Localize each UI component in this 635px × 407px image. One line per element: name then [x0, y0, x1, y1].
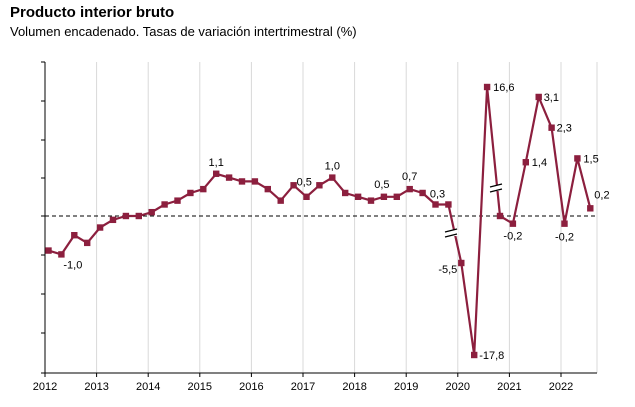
data-point	[522, 159, 529, 166]
x-tick-label: 2018	[342, 381, 366, 393]
data-point	[471, 351, 478, 359]
data-point	[548, 124, 555, 131]
data-point	[535, 93, 542, 101]
x-tick-label: 2015	[188, 381, 212, 393]
data-point	[277, 197, 284, 204]
data-point	[367, 197, 375, 204]
break-gap	[444, 230, 458, 236]
data-label: -0,2	[555, 232, 574, 244]
data-label: 16,6	[493, 82, 514, 94]
data-label: -0,2	[503, 231, 522, 243]
axes: 2012 2013 2014 2015 2016 2017 2018 2019 2020 2021…	[33, 61, 597, 393]
grid-lines	[96, 62, 598, 373]
break-mark	[489, 188, 503, 193]
axis-breaks	[444, 183, 503, 238]
data-point	[329, 174, 336, 181]
data-point	[445, 201, 452, 208]
x-tick-label: 2012	[33, 381, 57, 393]
data-label: 2,3	[557, 123, 572, 135]
x-tick-label: 2014	[136, 381, 160, 393]
data-point	[213, 170, 220, 177]
data-point	[419, 189, 426, 197]
data-point	[225, 174, 233, 181]
data-labels: -1,0 1,1 0,5 1,0 0,5 0,7 0,3 -5,5 -17,8 16,6 -0,2 1…	[63, 82, 609, 362]
data-point	[161, 201, 168, 208]
data-label: 0,7	[402, 171, 417, 183]
data-point	[496, 212, 504, 220]
data-label: -5,5	[438, 264, 457, 276]
data-point	[342, 189, 349, 197]
data-point	[432, 201, 439, 208]
data-point	[174, 197, 181, 204]
data-label: 0,5	[374, 179, 389, 191]
data-point	[109, 216, 117, 224]
x-tick-label: 2013	[84, 381, 108, 393]
data-point	[122, 212, 130, 220]
data-point	[148, 208, 155, 216]
data-point	[290, 182, 297, 189]
data-point	[135, 212, 142, 220]
series-markers	[45, 83, 594, 359]
x-tick-label: 2016	[239, 381, 263, 393]
chart-title: Producto interior bruto	[10, 4, 175, 21]
data-point	[561, 220, 568, 227]
chart-subtitle: Volumen encadenado. Tasas de variación i…	[10, 24, 357, 39]
data-point	[380, 193, 388, 200]
data-point	[587, 205, 594, 212]
data-point	[96, 224, 104, 231]
x-tick-label: 2017	[291, 381, 315, 393]
data-point	[303, 193, 310, 200]
data-point	[354, 193, 362, 200]
data-point	[71, 232, 78, 239]
data-label: 3,1	[544, 92, 559, 104]
data-label: 0,5	[297, 176, 312, 188]
x-tick-label: 2021	[497, 381, 521, 393]
break-mark	[444, 228, 458, 233]
data-point	[264, 185, 271, 193]
data-point	[316, 182, 323, 189]
data-point	[45, 247, 52, 254]
x-tick-label: 2019	[394, 381, 418, 393]
x-tick-label: 2020	[446, 381, 470, 393]
data-point	[406, 185, 413, 193]
data-label: 1,5	[583, 153, 598, 165]
data-point	[251, 178, 259, 185]
data-label: -1,0	[63, 259, 82, 271]
data-point	[58, 251, 65, 258]
data-point	[509, 220, 517, 227]
data-label: -17,8	[479, 350, 504, 362]
data-point	[574, 155, 581, 162]
data-label: 1,0	[325, 161, 340, 173]
x-tick-label: 2022	[549, 381, 573, 393]
break-mark	[489, 183, 503, 188]
data-point	[393, 193, 400, 200]
data-label: 1,4	[532, 157, 547, 169]
break-mark	[444, 233, 458, 238]
data-label: 0,3	[430, 188, 445, 200]
data-label: 0,2	[594, 189, 609, 201]
break-gap	[489, 185, 503, 191]
data-point	[458, 259, 465, 267]
data-point	[84, 239, 91, 247]
data-label: 1,1	[209, 157, 224, 169]
data-point	[187, 189, 194, 197]
data-point	[200, 185, 207, 193]
data-point	[238, 178, 246, 185]
data-point	[483, 83, 491, 91]
